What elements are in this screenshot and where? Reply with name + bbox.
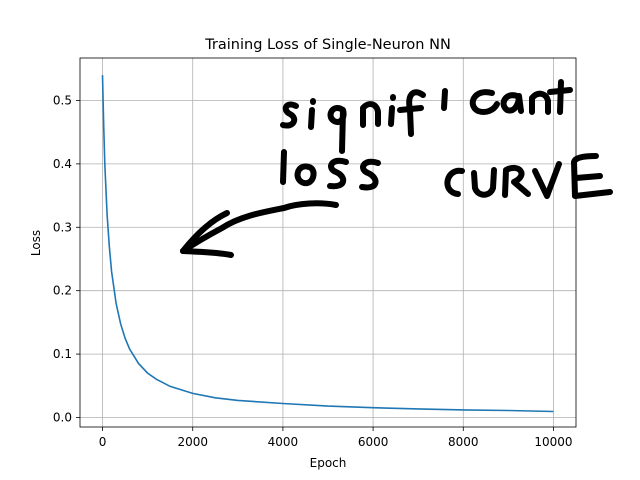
y-tick-label: 0.5 bbox=[53, 93, 72, 107]
loss-curve-line bbox=[101, 75, 554, 413]
plot-frame bbox=[79, 57, 577, 428]
handwritten-arrow bbox=[180, 200, 339, 258]
x-tick-label: 8000 bbox=[448, 435, 479, 449]
x-axis-ticks: 0 2000 4000 6000 8000 10000 bbox=[99, 427, 573, 449]
y-tick-label: 0.2 bbox=[53, 284, 72, 298]
x-tick-label: 2000 bbox=[177, 435, 208, 449]
x-tick-label: 0 bbox=[99, 435, 107, 449]
series-layer bbox=[101, 75, 554, 413]
y-tick-label: 0.3 bbox=[53, 220, 72, 234]
chart-title: Training Loss of Single-Neuron NN bbox=[204, 37, 451, 53]
handwritten-loss bbox=[280, 149, 381, 191]
y-axis-label: Loss bbox=[29, 230, 43, 256]
y-tick-label: 0.1 bbox=[53, 347, 72, 361]
handwritten-annotation bbox=[180, 79, 613, 258]
grid bbox=[80, 58, 576, 427]
x-tick-label: 6000 bbox=[358, 435, 389, 449]
handwritten-significant bbox=[280, 79, 573, 154]
y-tick-label: 0.4 bbox=[53, 157, 72, 171]
y-tick-label: 0.0 bbox=[53, 410, 72, 424]
x-tick-label: 4000 bbox=[268, 435, 299, 449]
handwritten-curve bbox=[444, 153, 613, 199]
y-axis-ticks: 0.0 0.1 0.2 0.3 0.4 0.5 bbox=[53, 93, 80, 424]
x-tick-label: 10000 bbox=[534, 435, 572, 449]
x-axis-label: Epoch bbox=[310, 456, 347, 470]
